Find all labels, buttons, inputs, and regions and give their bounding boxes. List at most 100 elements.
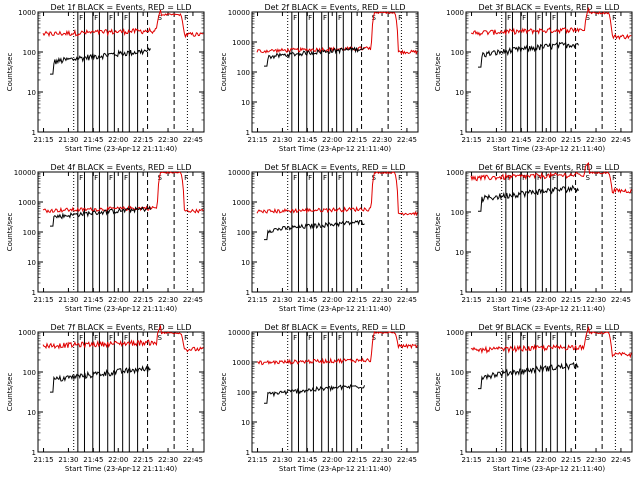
y-tick-label: 10000 — [228, 329, 250, 337]
y-tick-label: 1000 — [232, 359, 250, 367]
detector-panel: Det 2f BLACK = Events, RED = LLD 1 10 100 10… — [220, 3, 419, 153]
events-series-line — [478, 184, 579, 212]
y-tick-label: 1 — [460, 129, 464, 137]
y-tick-label: 1 — [32, 449, 36, 457]
x-tick-label: 22:30 — [158, 136, 178, 144]
x-tick-label: 21:15 — [33, 296, 53, 304]
x-tick-label: 22:45 — [397, 456, 417, 464]
x-tick-label: 21:30 — [58, 136, 78, 144]
y-tick-label: 100 — [23, 49, 36, 57]
y-tick-label: 1 — [32, 129, 36, 137]
x-tick-label: 22:00 — [536, 296, 556, 304]
marker-label-f: F — [308, 334, 312, 342]
x-tick-label: 22:00 — [108, 136, 128, 144]
x-tick-label: 22:00 — [108, 456, 128, 464]
y-axis-label: Counts/sec — [220, 213, 228, 252]
marker-label-f: F — [338, 174, 342, 182]
panel-title: Det 2f BLACK = Events, RED = LLD — [264, 3, 405, 12]
x-axis-label: Start Time (23-Apr-12 21:11:40) — [493, 465, 605, 473]
marker-label-f: F — [293, 334, 297, 342]
y-axis-label: Counts/sec — [434, 373, 442, 412]
marker-label-f: F — [537, 334, 541, 342]
x-tick-label: 22:15 — [133, 456, 153, 464]
x-tick-label: 22:45 — [397, 296, 417, 304]
events-series-line — [264, 46, 365, 67]
marker-label-f: F — [398, 334, 402, 342]
x-tick-label: 22:00 — [322, 456, 342, 464]
y-tick-label: 1000 — [446, 9, 464, 17]
x-axis-label: Start Time (23-Apr-12 21:11:40) — [493, 145, 605, 153]
panel-title: Det 3f BLACK = Events, RED = LLD — [478, 3, 619, 12]
y-tick-label: 100 — [237, 69, 250, 77]
plot-frame — [37, 331, 205, 453]
marker-label-f: F — [79, 14, 83, 22]
y-tick-label: 100 — [451, 369, 464, 377]
x-axis-label: Start Time (23-Apr-12 21:11:40) — [279, 145, 391, 153]
marker-label-f: F — [308, 174, 312, 182]
x-tick-label: 22:30 — [586, 296, 606, 304]
plot-frame — [251, 11, 419, 133]
lld-series-line — [42, 324, 204, 353]
x-tick-label: 21:15 — [247, 456, 267, 464]
x-tick-label: 22:15 — [347, 136, 367, 144]
y-tick-label: 10 — [455, 409, 464, 417]
x-tick-label: 21:45 — [83, 296, 103, 304]
x-tick-label: 22:15 — [133, 136, 153, 144]
panel-title: Det 6f BLACK = Events, RED = LLD — [478, 163, 619, 172]
events-series-line — [264, 220, 365, 241]
marker-label-s: S — [372, 174, 377, 182]
x-tick-label: 21:30 — [486, 296, 506, 304]
y-tick-label: 1000 — [18, 199, 36, 207]
marker-label-f: F — [94, 174, 98, 182]
detector-panel: Det 7f BLACK = Events, RED = LLD 1 10 100 10… — [6, 323, 205, 473]
x-tick-label: 22:00 — [108, 296, 128, 304]
x-tick-label: 22:00 — [322, 296, 342, 304]
marker-label-f: F — [124, 14, 128, 22]
y-tick-label: 100 — [23, 369, 36, 377]
y-tick-label: 1 — [246, 289, 250, 297]
marker-label-s: S — [586, 14, 591, 22]
x-axis-label: Start Time (23-Apr-12 21:11:40) — [65, 465, 177, 473]
x-tick-label: 22:45 — [183, 136, 203, 144]
marker-label-f: F — [522, 174, 526, 182]
marker-label-f: F — [94, 334, 98, 342]
lld-series-line — [256, 330, 418, 366]
y-tick-label: 1000 — [232, 39, 250, 47]
y-axis-label: Counts/sec — [6, 373, 14, 412]
y-tick-label: 1000 — [446, 169, 464, 177]
lld-series-line — [256, 171, 418, 217]
panel-title: Det 5f BLACK = Events, RED = LLD — [264, 163, 405, 172]
x-tick-label: 21:15 — [247, 296, 267, 304]
marker-label-s: S — [586, 334, 591, 342]
plot-frame — [37, 11, 205, 133]
y-tick-label: 10 — [241, 419, 250, 427]
plot-frame — [465, 171, 633, 293]
marker-label-f: F — [338, 14, 342, 22]
y-tick-label: 100 — [237, 389, 250, 397]
x-tick-label: 21:45 — [83, 136, 103, 144]
x-tick-label: 21:15 — [33, 456, 53, 464]
x-tick-label: 21:30 — [58, 296, 78, 304]
y-axis-label: Counts/sec — [434, 213, 442, 252]
y-tick-label: 10 — [27, 259, 36, 267]
x-tick-label: 22:30 — [586, 136, 606, 144]
x-axis-label: Start Time (23-Apr-12 21:11:40) — [279, 465, 391, 473]
y-axis-label: Counts/sec — [6, 213, 14, 252]
lld-series-line — [470, 161, 632, 194]
plot-frame — [37, 171, 205, 293]
detector-panel: Det 1f BLACK = Events, RED = LLD 1 10 100 10… — [6, 3, 205, 153]
y-tick-label: 100 — [451, 209, 464, 217]
x-tick-label: 22:30 — [372, 456, 392, 464]
y-tick-label: 10 — [455, 249, 464, 257]
x-tick-label: 22:30 — [158, 456, 178, 464]
marker-label-f: F — [94, 14, 98, 22]
x-tick-label: 22:00 — [536, 456, 556, 464]
y-tick-label: 100 — [23, 229, 36, 237]
marker-label-f: F — [109, 174, 113, 182]
detector-panel: Det 3f BLACK = Events, RED = LLD 1 10 100 10… — [434, 3, 633, 153]
marker-label-f: F — [124, 334, 128, 342]
lld-series-line — [42, 171, 204, 214]
y-tick-label: 100 — [451, 49, 464, 57]
y-tick-label: 10 — [27, 409, 36, 417]
x-axis-label: Start Time (23-Apr-12 21:11:40) — [493, 305, 605, 313]
